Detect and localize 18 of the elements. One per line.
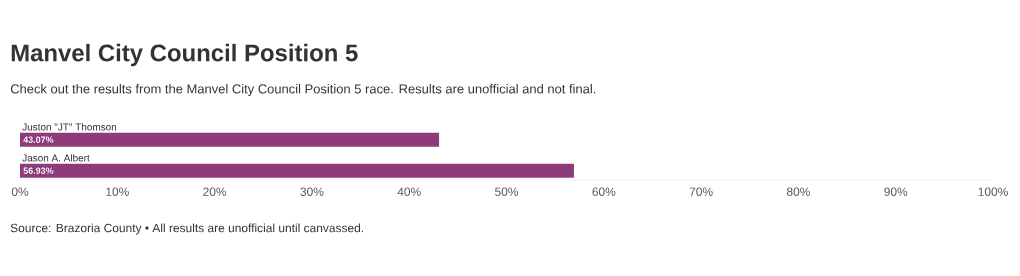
data-label: 43.07% (23, 136, 54, 143)
x-tick-label: 10% (106, 187, 129, 196)
x-tick-label: 50% (495, 187, 519, 196)
x-tick-label: 0% (11, 187, 29, 196)
x-tick-label: 80% (786, 187, 810, 196)
chart-title: Manvel City Council Position 5 (11, 43, 358, 67)
y-tick-label: Juston "JT" Thomson (22, 123, 117, 131)
x-tick-label: 90% (884, 187, 908, 196)
x-tick-label: 20% (203, 187, 227, 196)
source-note: Source: Brazoria County • All results are unofficial until canvassed. (10, 223, 363, 235)
x-tick-label: 60% (592, 187, 616, 196)
x-tick-label: 70% (689, 187, 713, 196)
x-tick-label: 100% (978, 187, 1008, 196)
data-label: 56.93% (23, 167, 54, 174)
x-tick-label: 30% (300, 187, 324, 196)
chart-subtitle: Check out the results from the Manvel City Council Position 5 race. Results are unofficial and not final. (10, 83, 596, 97)
y-tick-label: Jason A. Albert (22, 154, 90, 162)
x-tick-label: 40% (397, 187, 421, 196)
